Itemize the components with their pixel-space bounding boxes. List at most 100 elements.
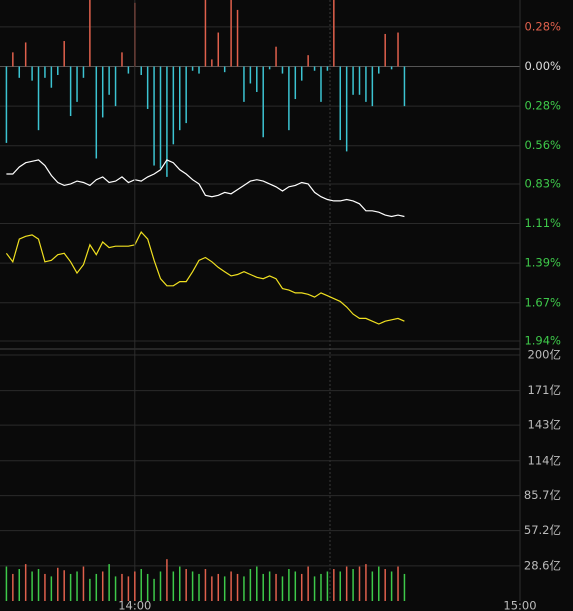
volume-bar (146, 573, 149, 601)
volume-bar (69, 573, 72, 601)
change-bar (288, 66, 290, 131)
volume-bar (378, 566, 380, 601)
change-bar (378, 66, 380, 74)
volume-bar (223, 576, 226, 601)
change-bar (313, 66, 316, 71)
volume-bar (300, 573, 303, 601)
change-bar (153, 66, 155, 166)
change-bar (166, 66, 168, 177)
volume-bar (371, 571, 374, 601)
volume-bar (352, 569, 354, 601)
change-bar (76, 66, 78, 102)
price-line (5, 230, 405, 325)
volume-bar (5, 566, 8, 601)
change-bar (101, 66, 104, 118)
volume-bar (159, 571, 162, 601)
volume-bar (166, 559, 168, 601)
change-bar (12, 52, 14, 67)
change-bar (50, 66, 53, 88)
y-tick-label: 1.11% (524, 216, 561, 230)
y-tick-label: 171亿 (528, 383, 561, 397)
change-bar (18, 66, 21, 78)
volume-bar (313, 576, 316, 601)
volume-bar (307, 566, 309, 601)
volume-bar (24, 564, 27, 601)
volume-bar (114, 576, 117, 601)
volume-bar (204, 569, 207, 601)
volume-bar (217, 573, 220, 601)
change-bar (127, 66, 130, 74)
volume-bar (262, 573, 264, 601)
volume-bar (44, 573, 46, 601)
change-bar (172, 66, 175, 145)
volume-bar (185, 569, 187, 601)
change-bar (63, 41, 65, 67)
y-tick-label: 28.6亿 (524, 558, 561, 572)
volume-bar (191, 571, 194, 601)
volume-bar (140, 569, 142, 601)
x-tick-label: 14:00 (118, 599, 151, 611)
change-bar (249, 66, 252, 84)
volume-bar (153, 578, 155, 601)
change-bar (5, 66, 8, 143)
change-bar (281, 66, 284, 74)
volume-bar (82, 566, 85, 601)
volume-bar (275, 573, 277, 601)
change-bar (333, 0, 335, 67)
change-bar (326, 66, 329, 71)
change-bar (384, 33, 386, 67)
volume-bar (358, 566, 361, 601)
y-tick-label: 0.56% (524, 138, 561, 152)
y-tick-label: 1.94% (524, 334, 561, 348)
change-bar (95, 66, 98, 159)
change-bar (268, 66, 271, 70)
volume-bar (172, 571, 175, 601)
change-bar (69, 66, 72, 117)
change-bar (82, 66, 85, 78)
change-bar (204, 0, 207, 67)
change-bar (121, 52, 123, 67)
change-bar (211, 59, 213, 67)
y-tick-label: 200亿 (528, 348, 561, 362)
change-bar (108, 66, 110, 95)
y-tick-label: 114亿 (528, 453, 561, 467)
change-bar (365, 66, 367, 102)
change-bar (57, 66, 59, 75)
change-bar (294, 66, 297, 100)
change-bar (31, 66, 33, 81)
change-bar (339, 66, 341, 141)
change-bar (198, 66, 200, 74)
volume-bar (89, 578, 91, 601)
change-bar (24, 42, 27, 67)
volume-bar (294, 571, 297, 601)
volume-bar (211, 576, 213, 601)
change-bar (320, 66, 322, 102)
change-bar (179, 66, 181, 131)
y-tick-label: 0.28% (524, 99, 561, 113)
volume-bar (403, 573, 406, 601)
volume-bar (76, 571, 78, 601)
volume-bar (256, 566, 258, 601)
change-bar (223, 66, 226, 73)
volume-bar (179, 566, 181, 601)
volume-bar (243, 576, 245, 601)
y-tick-label: 1.67% (524, 295, 561, 309)
volume-bar (134, 571, 136, 601)
volume-bar (37, 569, 40, 601)
y-tick-label: 0.00% (524, 59, 561, 73)
volume-bar (95, 573, 98, 601)
change-bar (262, 66, 264, 138)
volume-bar (281, 576, 284, 601)
volume-bar (50, 576, 53, 601)
volume-bar (345, 566, 348, 601)
change-bar (185, 66, 187, 124)
volume-bar (121, 573, 123, 601)
y-tick-label: 1.39% (524, 256, 561, 270)
change-bar (307, 55, 309, 67)
volume-bar (18, 569, 21, 601)
change-bar (230, 0, 232, 67)
volume-bar (339, 571, 341, 601)
volume-bar (288, 569, 290, 601)
